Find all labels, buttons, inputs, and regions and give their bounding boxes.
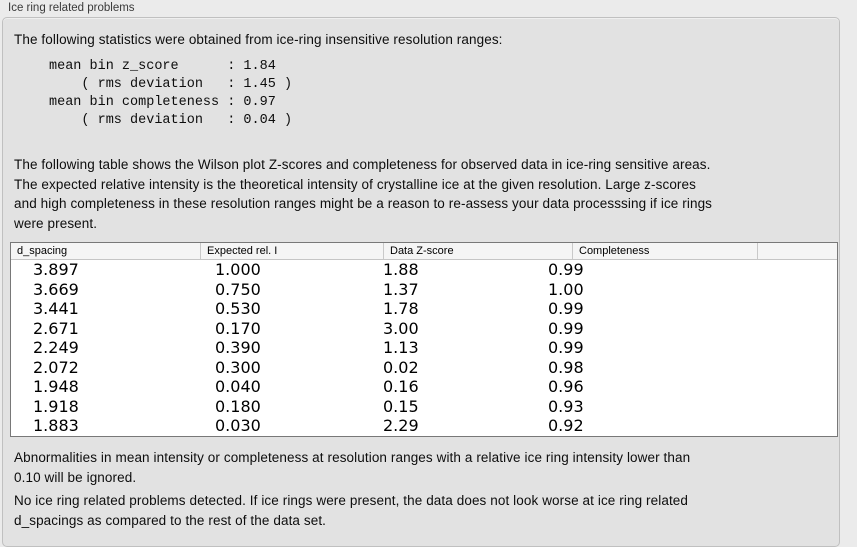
cell-expected-rel-i: 0.750 — [215, 279, 261, 299]
column-header-expected-rel-i[interactable]: Expected rel. I — [201, 243, 384, 259]
cell-expected-rel-i: 1.000 — [215, 260, 261, 280]
table-row[interactable]: 2.072 0.300 0.02 0.98 — [11, 358, 837, 378]
cell-d-spacing: 3.897 — [33, 260, 79, 280]
cell-d-spacing: 2.671 — [33, 318, 79, 338]
cell-expected-rel-i: 0.040 — [215, 377, 261, 397]
ice-ring-table: d_spacing Expected rel. I Data Z-score C… — [10, 242, 838, 437]
cell-data-z-score: 0.02 — [383, 357, 419, 377]
ice-ring-panel: { "panel": { "title": "Ice ring related … — [2, 2, 840, 547]
table-row[interactable]: 1.883 0.030 2.29 0.92 — [11, 416, 837, 436]
column-header-d-spacing[interactable]: d_spacing — [11, 243, 201, 259]
cell-d-spacing: 1.918 — [33, 396, 79, 416]
cell-data-z-score: 0.15 — [383, 396, 419, 416]
cell-expected-rel-i: 0.390 — [215, 338, 261, 358]
table-row[interactable]: 2.671 0.170 3.00 0.99 — [11, 319, 837, 339]
cell-expected-rel-i: 0.530 — [215, 299, 261, 319]
cell-d-spacing: 3.669 — [33, 279, 79, 299]
cell-completeness: 0.93 — [548, 396, 584, 416]
cell-completeness: 1.00 — [548, 279, 584, 299]
stats-monospace-block: mean bin z_score : 1.84 ( rms deviation … — [49, 59, 293, 128]
table-header-row: d_spacing Expected rel. I Data Z-score C… — [11, 243, 837, 260]
column-header-data-z-score[interactable]: Data Z-score — [384, 243, 573, 259]
description-text: The following table shows the Wilson plo… — [14, 157, 713, 231]
cell-data-z-score: 1.37 — [383, 279, 419, 299]
cell-completeness: 0.92 — [548, 416, 584, 436]
column-header-completeness[interactable]: Completeness — [573, 243, 758, 259]
cell-completeness: 0.99 — [548, 260, 584, 280]
cell-expected-rel-i: 0.300 — [215, 357, 261, 377]
cell-completeness: 0.99 — [548, 338, 584, 358]
cell-data-z-score: 3.00 — [383, 318, 419, 338]
table-row[interactable]: 3.441 0.530 1.78 0.99 — [11, 299, 837, 319]
cell-data-z-score: 1.88 — [383, 260, 419, 280]
cell-completeness: 0.98 — [548, 357, 584, 377]
column-header-empty[interactable] — [758, 243, 837, 259]
cell-data-z-score: 0.16 — [383, 377, 419, 397]
cell-completeness: 0.99 — [548, 318, 584, 338]
cell-expected-rel-i: 0.180 — [215, 396, 261, 416]
table-row[interactable]: 1.948 0.040 0.16 0.96 — [11, 377, 837, 397]
cell-data-z-score: 2.29 — [383, 416, 419, 436]
cell-d-spacing: 2.072 — [33, 357, 79, 377]
table-row[interactable]: 3.669 0.750 1.37 1.00 — [11, 280, 837, 300]
table-row[interactable]: 3.897 1.000 1.88 0.99 — [11, 260, 837, 280]
cell-data-z-score: 1.13 — [383, 338, 419, 358]
intro-text: The following statistics were obtained f… — [14, 32, 503, 47]
cell-completeness: 0.96 — [548, 377, 584, 397]
cell-d-spacing: 3.441 — [33, 299, 79, 319]
cell-d-spacing: 2.249 — [33, 338, 79, 358]
cell-expected-rel-i: 0.170 — [215, 318, 261, 338]
abnormalities-note-text: Abnormalities in mean intensity or compl… — [14, 450, 691, 485]
cell-d-spacing: 1.883 — [33, 416, 79, 436]
conclusion-text: No ice ring related problems detected. I… — [14, 493, 689, 528]
cell-d-spacing: 1.948 — [33, 377, 79, 397]
table-row[interactable]: 1.918 0.180 0.15 0.93 — [11, 397, 837, 417]
cell-data-z-score: 1.78 — [383, 299, 419, 319]
groupbox-title: Ice ring related problems — [8, 2, 135, 14]
cell-expected-rel-i: 0.030 — [215, 416, 261, 436]
table-body: 3.897 1.000 1.88 0.99 3.669 0.750 1.37 1… — [11, 260, 837, 436]
table-row[interactable]: 2.249 0.390 1.13 0.99 — [11, 338, 837, 358]
cell-completeness: 0.99 — [548, 299, 584, 319]
